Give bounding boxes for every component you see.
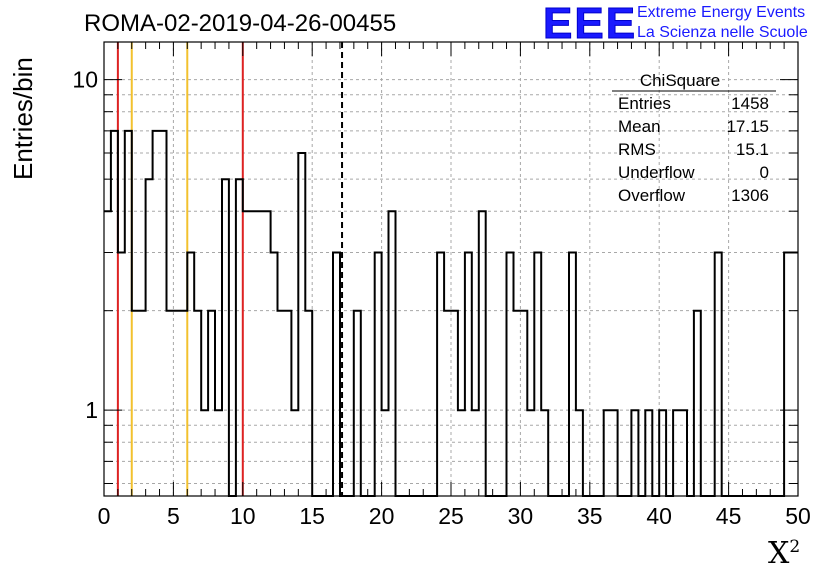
x-tick-label: 0: [98, 503, 111, 529]
stats-row-label: Mean: [618, 117, 661, 136]
x-tick-label: 40: [646, 503, 672, 529]
stats-row-value: 15.1: [736, 140, 769, 159]
x-axis-label: X2: [768, 536, 800, 571]
stats-row-value: 1306: [731, 186, 769, 205]
stats-title: ChiSquare: [640, 71, 720, 90]
reference-lines: [116, 42, 344, 496]
y-tick-label: 10: [72, 67, 98, 93]
x-tick-label: 50: [785, 503, 811, 529]
x-tick-label: 20: [369, 503, 395, 529]
x-tick-label: 45: [716, 503, 742, 529]
x-tick-label: 35: [577, 503, 603, 529]
chart-title: ROMA-02-2019-04-26-00455: [84, 10, 397, 37]
logo-subtitle-line2: La Scienza nelle Scuole: [637, 24, 808, 41]
histogram-series: [104, 129, 798, 497]
x-tick-label: 15: [299, 503, 325, 529]
stats-row-value: 1458: [731, 94, 769, 113]
stats-row-label: Overflow: [618, 186, 686, 205]
x-axis-label-superscript: 2: [789, 537, 801, 557]
stats-row-label: Entries: [618, 94, 671, 113]
x-tick-label: 10: [230, 503, 256, 529]
stats-box: ChiSquare Entries 1458 Mean 17.15 RMS 15.1 Unde…: [612, 71, 776, 205]
stats-row-label: RMS: [618, 140, 656, 159]
x-tick-label: 30: [508, 503, 534, 529]
stats-row-label: Underflow: [618, 163, 695, 182]
x-tick-label: 25: [438, 503, 464, 529]
x-axis-label-base: X: [768, 536, 790, 571]
eee-logo: EEE: [542, 0, 638, 48]
stats-row-value: 17.15: [726, 117, 769, 136]
y-tick-label: 1: [85, 397, 98, 423]
histogram-line: [104, 129, 798, 497]
x-tick-label: 5: [167, 503, 180, 529]
axes: 0 5 10 15 20 25 30 35 40 45 50 1 10: [72, 41, 811, 529]
logo-subtitle-line1: Extreme Energy Events: [637, 4, 806, 21]
stats-row-value: 0: [760, 163, 769, 182]
